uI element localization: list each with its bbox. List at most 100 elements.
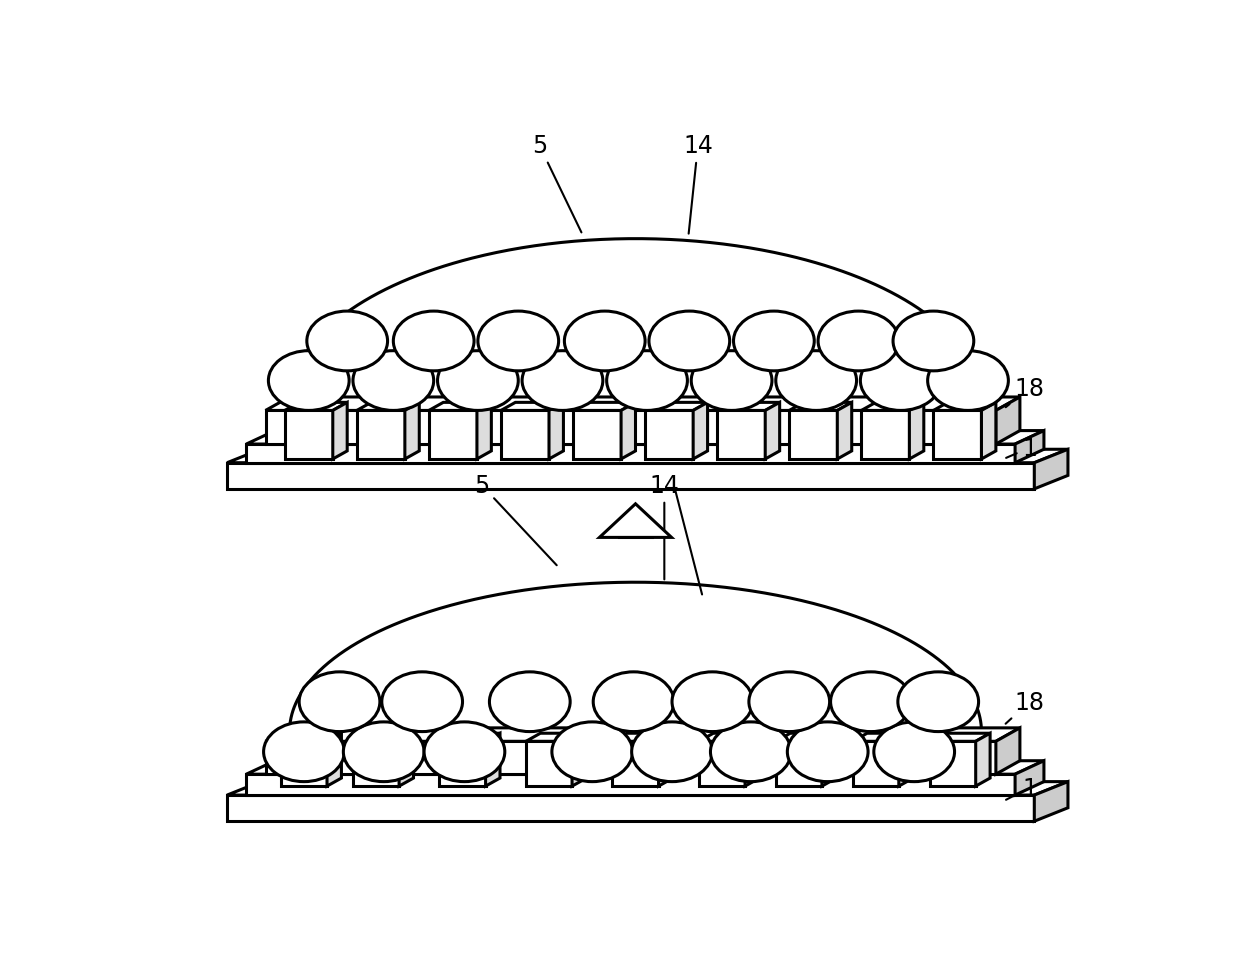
Text: 14: 14 [683,134,713,234]
Ellipse shape [928,352,1008,411]
Polygon shape [265,411,996,445]
Polygon shape [976,734,990,786]
Polygon shape [353,734,413,741]
Polygon shape [573,411,621,459]
Polygon shape [281,741,327,786]
Polygon shape [501,411,549,459]
Text: 18: 18 [1006,690,1044,724]
Ellipse shape [268,352,350,411]
Polygon shape [439,741,486,786]
Polygon shape [1034,450,1068,489]
Polygon shape [572,734,587,786]
Polygon shape [227,796,1034,822]
Ellipse shape [477,312,558,371]
Polygon shape [486,734,500,786]
Polygon shape [404,403,419,459]
Ellipse shape [353,352,434,411]
Ellipse shape [490,672,570,732]
Text: 5: 5 [474,474,557,566]
Polygon shape [934,403,996,411]
Polygon shape [699,734,759,741]
Polygon shape [1016,761,1044,796]
Ellipse shape [393,312,474,371]
Polygon shape [227,782,1068,796]
Polygon shape [776,741,822,786]
Polygon shape [899,734,913,786]
Polygon shape [1016,431,1044,463]
Polygon shape [429,403,491,411]
Polygon shape [853,741,899,786]
Polygon shape [613,741,658,786]
Polygon shape [501,403,563,411]
Polygon shape [327,734,341,786]
Ellipse shape [711,722,791,782]
Ellipse shape [776,352,857,411]
Polygon shape [477,403,491,459]
Polygon shape [599,504,672,538]
Ellipse shape [424,722,505,782]
Polygon shape [930,741,976,786]
Ellipse shape [522,352,603,411]
Polygon shape [526,741,572,786]
Ellipse shape [299,672,379,732]
Polygon shape [645,411,693,459]
Polygon shape [982,403,996,459]
Text: 5: 5 [532,134,582,234]
Polygon shape [996,397,1019,445]
Polygon shape [693,403,708,459]
Ellipse shape [552,722,632,782]
Polygon shape [776,734,836,741]
Polygon shape [619,530,652,538]
Polygon shape [621,403,635,459]
Polygon shape [247,431,1044,445]
Ellipse shape [691,352,773,411]
Polygon shape [934,411,982,459]
Ellipse shape [893,312,973,371]
Ellipse shape [787,722,868,782]
Ellipse shape [831,672,911,732]
Polygon shape [745,734,759,786]
Ellipse shape [649,312,729,371]
Ellipse shape [593,672,675,732]
Ellipse shape [382,672,463,732]
Polygon shape [645,403,708,411]
Polygon shape [717,411,765,459]
Polygon shape [247,774,1016,796]
Ellipse shape [734,312,815,371]
Ellipse shape [264,722,345,782]
Polygon shape [930,734,990,741]
Polygon shape [613,734,673,741]
Polygon shape [227,450,1068,463]
Polygon shape [439,734,500,741]
Polygon shape [281,734,341,741]
Polygon shape [765,403,780,459]
Polygon shape [909,403,924,459]
Polygon shape [699,741,745,786]
Ellipse shape [672,672,753,732]
Polygon shape [549,403,563,459]
Polygon shape [996,728,1019,774]
Polygon shape [285,411,332,459]
Ellipse shape [898,672,978,732]
Polygon shape [526,734,587,741]
Polygon shape [862,411,909,459]
Ellipse shape [861,352,941,411]
Polygon shape [357,411,404,459]
Polygon shape [332,403,347,459]
Ellipse shape [631,722,713,782]
Ellipse shape [606,352,687,411]
Polygon shape [573,403,635,411]
Polygon shape [789,411,837,459]
Ellipse shape [874,722,955,782]
Polygon shape [862,403,924,411]
Polygon shape [837,403,852,459]
Ellipse shape [564,312,645,371]
Polygon shape [247,761,1044,774]
Polygon shape [429,411,477,459]
Text: 14: 14 [650,474,680,579]
Polygon shape [717,403,780,411]
Text: 1: 1 [1006,436,1037,460]
Polygon shape [399,734,413,786]
Polygon shape [822,734,836,786]
Polygon shape [789,403,852,411]
